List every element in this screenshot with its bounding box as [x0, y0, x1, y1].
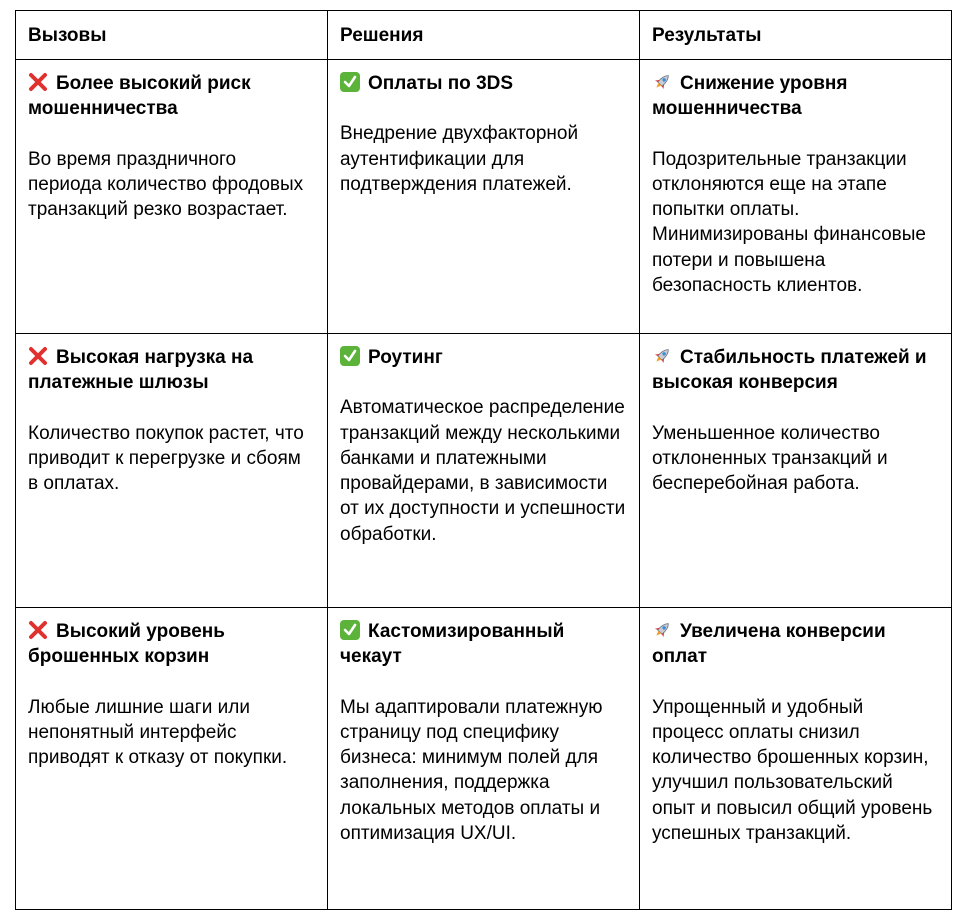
table-row: Более высокий риск мошенничества Во врем… [15, 59, 952, 334]
rocket-icon [654, 623, 669, 638]
challenge-title-text: Высокий уровень брошенных корзин [28, 621, 225, 668]
rocket-icon [654, 349, 669, 364]
solution-cell: Кастомизированный чекаут Мы адаптировали… [327, 607, 640, 910]
header-challenges: Вызовы [15, 10, 328, 60]
check-mark-icon [340, 346, 360, 366]
result-cell: Снижение уровня мошенничества Подозрител… [639, 59, 952, 334]
challenge-title: Более высокий риск мошенничества [28, 71, 315, 122]
challenge-title: Высокая нагрузка на платежные шлюзы [28, 345, 315, 396]
rocket-icon [654, 75, 669, 90]
result-title: Стабильность платежей и высокая конверси… [652, 345, 939, 396]
solution-title-text: Роутинг [368, 347, 443, 368]
challenge-cell: Высокий уровень брошенных корзин Любые л… [15, 607, 328, 910]
result-title: Снижение уровня мошенничества [652, 71, 939, 122]
solution-title: Кастомизированный чекаут [340, 619, 627, 670]
result-cell: Увеличена конверсии оплат Упрощенный и у… [639, 607, 952, 910]
solution-text: Автоматическое распределение транзакций … [340, 397, 626, 545]
header-results: Результаты [639, 10, 952, 60]
result-text: Подозрительные транзакции отклоняются ещ… [652, 148, 926, 297]
result-title-text: Снижение уровня мошенничества [652, 73, 848, 120]
result-title-text: Увеличена конверсии оплат [652, 621, 886, 668]
check-mark-icon [340, 72, 360, 92]
result-title-text: Стабильность платежей и высокая конверси… [652, 347, 927, 394]
cross-mark-icon [29, 621, 47, 639]
header-solutions: Решения [327, 10, 640, 60]
solution-cell: Роутинг Автоматическое распределение тра… [327, 333, 640, 608]
challenges-solutions-table: Вызовы Решения Результаты Более высокий … [15, 10, 952, 910]
challenge-text: Количество покупок растет, что приводит … [28, 422, 304, 495]
challenge-text: Любые лишние шаги или непонятный интерфе… [28, 696, 288, 769]
header-row: Вызовы Решения Результаты [15, 10, 952, 60]
solution-title-text: Оплаты по 3DS [368, 73, 514, 94]
result-text: Уменьшенное количество отклоненных транз… [652, 422, 888, 495]
solution-title: Роутинг [340, 345, 627, 370]
solution-title-text: Кастомизированный чекаут [340, 621, 565, 668]
challenge-cell: Высокая нагрузка на платежные шлюзы Коли… [15, 333, 328, 608]
result-cell: Стабильность платежей и высокая конверси… [639, 333, 952, 608]
cross-mark-icon [29, 347, 47, 365]
challenge-text: Во время праздничного периода количество… [28, 148, 304, 221]
solution-text: Мы адаптировали платежную страницу под с… [340, 696, 603, 845]
result-text: Упрощенный и удобный процесс оплаты сниз… [652, 696, 933, 845]
result-title: Увеличена конверсии оплат [652, 619, 939, 670]
challenge-title-text: Высокая нагрузка на платежные шлюзы [28, 347, 254, 394]
challenge-cell: Более высокий риск мошенничества Во врем… [15, 59, 328, 334]
challenge-title: Высокий уровень брошенных корзин [28, 619, 315, 670]
cross-mark-icon [29, 73, 47, 91]
solution-title: Оплаты по 3DS [340, 71, 627, 96]
solution-text: Внедрение двухфакторной аутентификации д… [340, 123, 579, 195]
table-row: Высокая нагрузка на платежные шлюзы Коли… [15, 333, 952, 608]
challenge-title-text: Более высокий риск мошенничества [28, 73, 251, 120]
table-row: Высокий уровень брошенных корзин Любые л… [15, 607, 952, 910]
solution-cell: Оплаты по 3DS Внедрение двухфакторной ау… [327, 59, 640, 334]
check-mark-icon [340, 620, 360, 640]
